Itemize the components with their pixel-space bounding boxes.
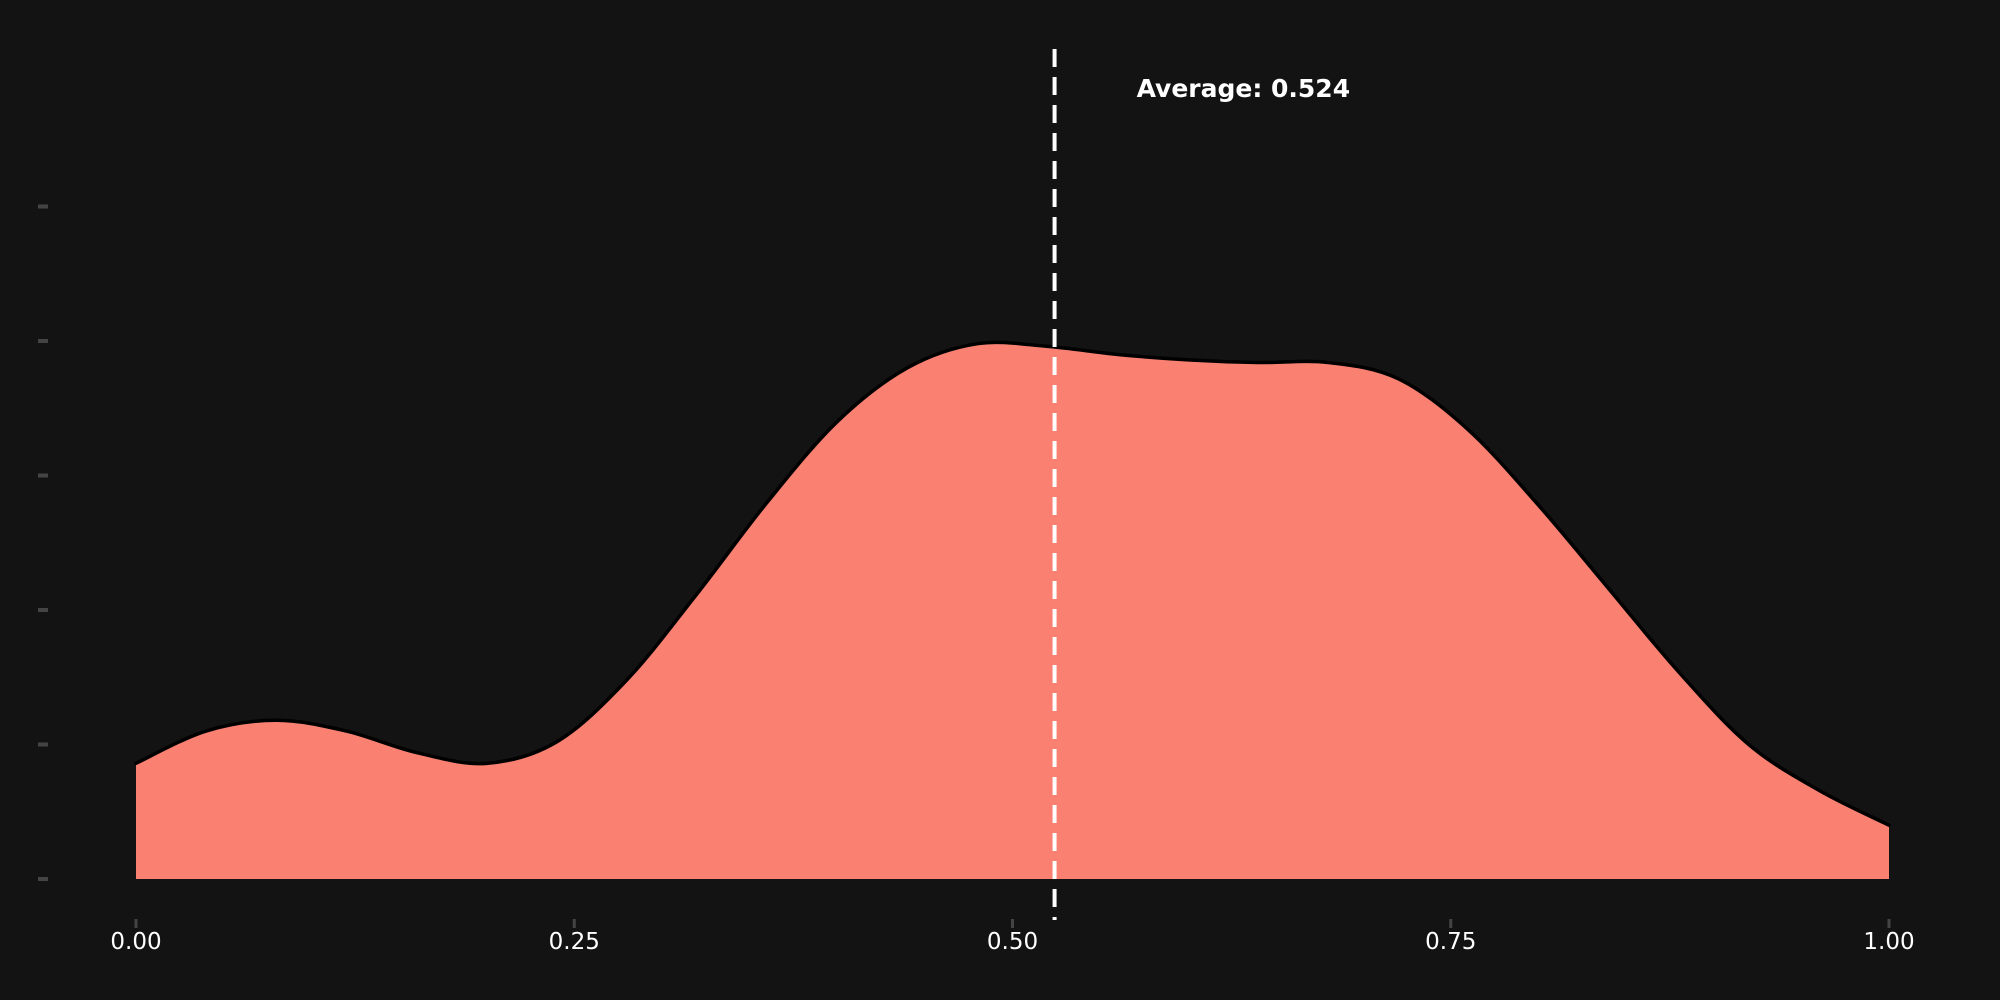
series-layer	[134, 340, 1891, 879]
x-tick-label-2: 0.50	[987, 929, 1038, 955]
y-axis-ticks	[38, 204, 48, 881]
reference-layer: Average: 0.524	[1052, 49, 1351, 920]
x-tick-label-1: 0.25	[549, 929, 600, 955]
density-outline-0	[134, 340, 1891, 827]
x-tick-label-4: 1.00	[1863, 929, 1914, 955]
average-label: Average: 0.524	[1137, 74, 1351, 103]
x-axis: 0.00 0.25 0.50 0.75 1.00	[110, 919, 1915, 955]
x-tick-label-3: 0.75	[1425, 929, 1476, 955]
density-area-0	[136, 342, 1889, 879]
x-tick-label-0: 0.00	[110, 929, 161, 955]
